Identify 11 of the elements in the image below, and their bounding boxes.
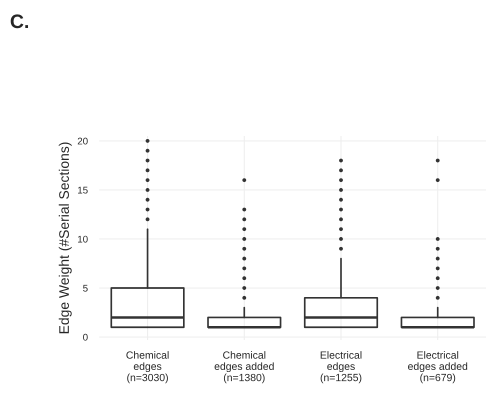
x-tick-label: Electrical edges (n=1255) xyxy=(320,351,362,384)
y-tick-label: 15 xyxy=(78,186,88,194)
y-tick-label: 10 xyxy=(78,236,88,243)
y-axis-title: Edge Weight (#Serial Sections) xyxy=(58,142,72,334)
y-tick-label: 0 xyxy=(83,334,88,341)
y-tick-label: 20 xyxy=(78,138,88,145)
x-tick-label: Electrical edges added (n=679) xyxy=(408,351,468,384)
x-tick-label: Chemical edges (n=3030) xyxy=(126,351,169,384)
text: C. xyxy=(10,14,28,28)
x-tick-label: Chemical edges added (n=1380) xyxy=(214,351,274,384)
y-tick-label: 5 xyxy=(83,284,88,292)
